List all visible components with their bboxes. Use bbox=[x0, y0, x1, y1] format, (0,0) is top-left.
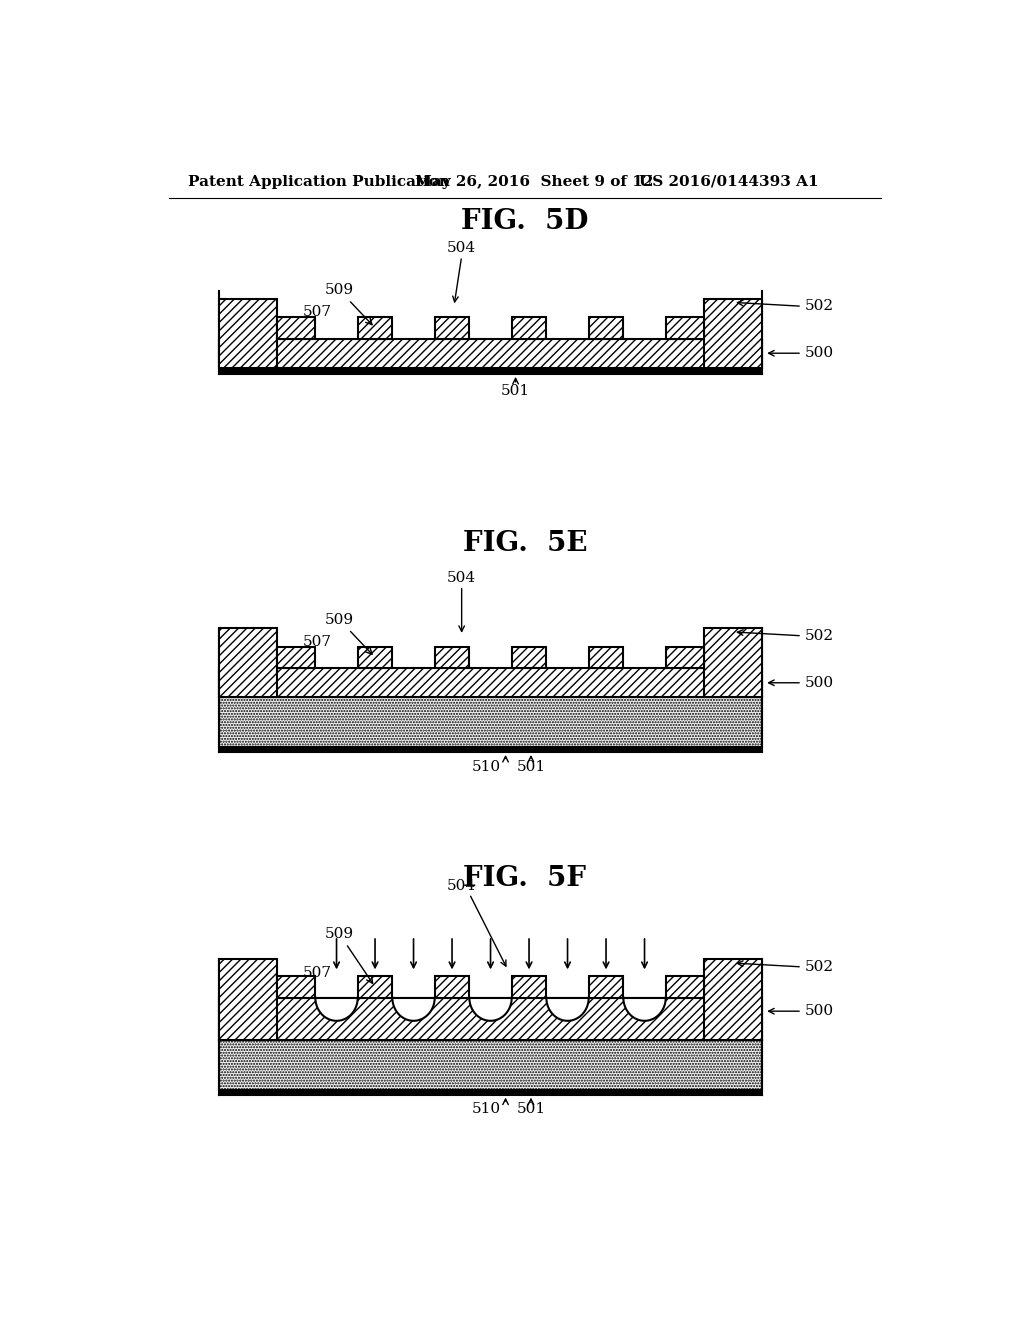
Polygon shape bbox=[392, 998, 435, 1020]
Bar bbox=[512, 647, 547, 668]
Bar bbox=[219, 747, 762, 752]
Text: 507: 507 bbox=[302, 635, 332, 649]
Bar bbox=[276, 647, 315, 668]
Bar bbox=[357, 977, 392, 998]
Text: 507: 507 bbox=[302, 305, 332, 319]
Text: FIG.  5E: FIG. 5E bbox=[463, 529, 587, 557]
Text: 501: 501 bbox=[516, 1102, 546, 1117]
Bar bbox=[219, 998, 762, 1040]
Text: 500: 500 bbox=[804, 1005, 834, 1018]
Bar bbox=[589, 647, 624, 668]
Text: May 26, 2016  Sheet 9 of 12: May 26, 2016 Sheet 9 of 12 bbox=[416, 174, 654, 189]
Text: 500: 500 bbox=[804, 676, 834, 690]
Bar bbox=[219, 298, 276, 368]
Bar bbox=[219, 628, 276, 697]
Text: 502: 502 bbox=[804, 628, 834, 643]
Text: Patent Application Publication: Patent Application Publication bbox=[188, 174, 451, 189]
Text: 501: 501 bbox=[516, 760, 546, 774]
Bar bbox=[219, 668, 762, 697]
Polygon shape bbox=[624, 998, 666, 1020]
Bar bbox=[666, 317, 705, 339]
Bar bbox=[219, 1040, 762, 1090]
Text: 501: 501 bbox=[501, 384, 530, 397]
Bar bbox=[435, 317, 469, 339]
Text: 504: 504 bbox=[447, 572, 476, 585]
Bar bbox=[219, 368, 762, 374]
Polygon shape bbox=[547, 998, 589, 1020]
Text: 504: 504 bbox=[447, 242, 476, 256]
Bar bbox=[276, 977, 315, 998]
Polygon shape bbox=[315, 998, 357, 1020]
Bar bbox=[357, 317, 392, 339]
Bar bbox=[705, 960, 762, 1040]
Bar bbox=[219, 1090, 762, 1094]
Bar bbox=[435, 647, 469, 668]
Text: FIG.  5F: FIG. 5F bbox=[463, 865, 587, 892]
Bar bbox=[219, 339, 762, 368]
Bar bbox=[357, 647, 392, 668]
Bar bbox=[666, 977, 705, 998]
Bar bbox=[705, 298, 762, 368]
Text: 509: 509 bbox=[325, 927, 373, 983]
Bar bbox=[276, 317, 315, 339]
Text: 500: 500 bbox=[804, 346, 834, 360]
Text: FIG.  5D: FIG. 5D bbox=[461, 209, 589, 235]
Text: 510: 510 bbox=[472, 760, 501, 774]
Text: US 2016/0144393 A1: US 2016/0144393 A1 bbox=[639, 174, 818, 189]
Text: 507: 507 bbox=[302, 966, 332, 979]
Bar bbox=[435, 977, 469, 998]
Bar bbox=[666, 647, 705, 668]
Bar bbox=[512, 977, 547, 998]
Text: 502: 502 bbox=[804, 960, 834, 974]
Bar bbox=[219, 960, 276, 1040]
Text: 509: 509 bbox=[325, 612, 372, 655]
Bar bbox=[705, 628, 762, 697]
Bar bbox=[512, 317, 547, 339]
Text: 509: 509 bbox=[325, 282, 372, 325]
Bar bbox=[589, 977, 624, 998]
Bar bbox=[219, 697, 762, 747]
Polygon shape bbox=[469, 998, 512, 1020]
Text: 502: 502 bbox=[804, 300, 834, 313]
Text: 504: 504 bbox=[447, 879, 476, 894]
Text: 510: 510 bbox=[472, 1102, 501, 1117]
Bar bbox=[589, 317, 624, 339]
